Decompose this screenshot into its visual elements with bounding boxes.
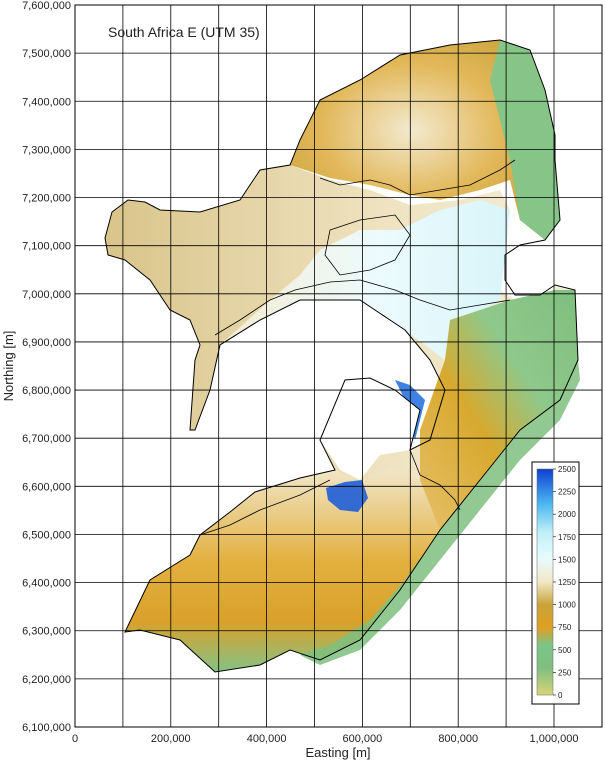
y-tick-label: 6,400,000 (22, 578, 71, 590)
y-tick-label: 7,400,000 (22, 96, 71, 108)
y-axis-label: Northing [m] (1, 331, 16, 402)
y-tick-label: 7,600,000 (22, 0, 71, 12)
y-tick-label: 6,500,000 (22, 529, 71, 541)
legend-tick-label: 2500 (558, 465, 576, 474)
y-tick-label: 6,300,000 (22, 626, 71, 638)
plot-border (74, 4, 603, 728)
x-tick-label: 400,000 (247, 733, 287, 745)
x-tick-label: 1,000,000 (530, 733, 579, 745)
x-tick-label: 0 (72, 733, 78, 745)
y-tick-label: 7,200,000 (22, 193, 71, 205)
land-area (104, 39, 580, 673)
map-title: South Africa E (UTM 35) (108, 24, 260, 40)
legend-tick-label: 0 (558, 691, 563, 700)
y-tick-label: 6,900,000 (22, 337, 71, 349)
y-tick-label: 6,600,000 (22, 481, 71, 493)
legend-tick-label: 2250 (558, 488, 576, 497)
legend-tick-label: 2000 (558, 510, 576, 519)
y-tick-label: 6,100,000 (22, 722, 71, 734)
y-tick-label: 6,800,000 (22, 385, 71, 397)
legend-tick-label: 750 (558, 623, 572, 632)
grid-lines (75, 5, 603, 727)
legend-tick-label: 1500 (558, 555, 576, 564)
legend-tick-label: 1250 (558, 578, 576, 587)
x-tick-label: 200,000 (151, 733, 191, 745)
x-tick-label: 800,000 (438, 733, 478, 745)
y-tick-label: 7,100,000 (22, 241, 71, 253)
legend-color-bar (536, 468, 554, 696)
x-axis-label: Easting [m] (305, 745, 370, 760)
y-tick-label: 7,300,000 (22, 144, 71, 156)
y-tick-label: 7,500,000 (22, 48, 71, 60)
legend-tick-label: 500 (558, 646, 572, 655)
legend-tick-label: 1000 (558, 601, 576, 610)
legend-tick-label: 1750 (558, 533, 576, 542)
legend-tick-label: 250 (558, 668, 572, 677)
x-axis-ticks: 0 200,000 400,000 600,000 800,000 1,000,000 (72, 733, 579, 745)
y-tick-label: 7,000,000 (22, 289, 71, 301)
y-tick-label: 6,200,000 (22, 674, 71, 686)
y-axis-ticks: 7,600,000 7,500,000 7,400,000 7,300,000 7,20… (22, 0, 71, 734)
x-tick-label: 600,000 (343, 733, 383, 745)
y-tick-label: 6,700,000 (22, 433, 71, 445)
